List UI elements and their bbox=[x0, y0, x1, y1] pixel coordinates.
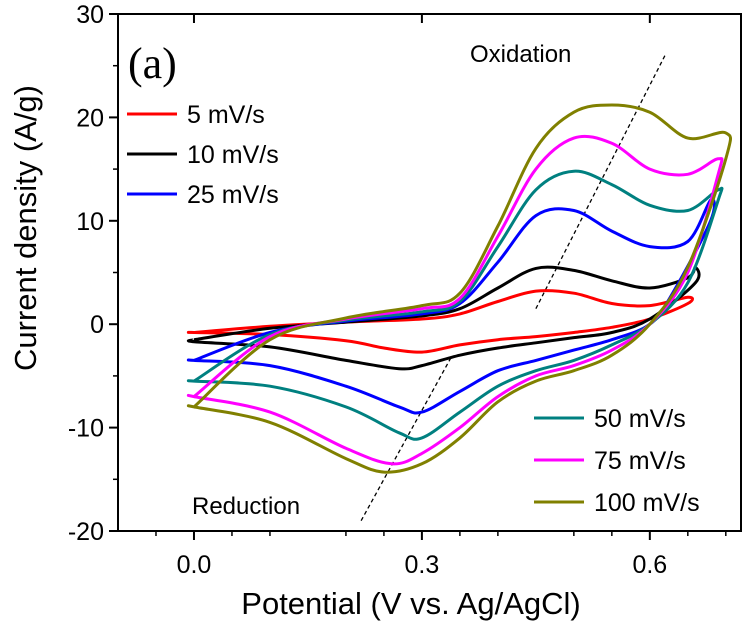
legend-label: 100 mV/s bbox=[594, 489, 700, 517]
x-tick-label: 0.3 bbox=[405, 551, 440, 579]
y-tick-label: 30 bbox=[76, 1, 104, 29]
cv-curve-3 bbox=[186, 169, 724, 441]
y-tick-label: 20 bbox=[76, 104, 104, 132]
oxidation-annotation: Oxidation bbox=[470, 41, 571, 68]
oxidation-guide bbox=[535, 55, 666, 309]
legend-label: 25 mV/s bbox=[187, 181, 279, 209]
legend-bottom: 50 mV/s 75 mV/s 100 mV/s bbox=[534, 405, 700, 517]
legend-label: 75 mV/s bbox=[594, 447, 686, 475]
y-axis-title: Current density (A/g) bbox=[8, 85, 43, 371]
cv-curve-1 bbox=[186, 265, 701, 371]
x-tick-label: 0.6 bbox=[632, 551, 667, 579]
legend-label: 10 mV/s bbox=[187, 141, 279, 169]
reduction-annotation: Reduction bbox=[192, 493, 300, 520]
legend-top: 5 mV/s 10 mV/s 25 mV/s bbox=[127, 101, 279, 209]
legend-label: 50 mV/s bbox=[594, 405, 686, 433]
y-tick-label: -20 bbox=[68, 518, 104, 546]
cv-curve-5 bbox=[186, 103, 733, 474]
axis-ticks: 0.0 0.3 0.6 -20 -10 0 10 20 30 bbox=[68, 1, 727, 579]
cv-curve-0 bbox=[186, 289, 695, 354]
y-tick-label: -10 bbox=[68, 415, 104, 443]
x-axis-title: Potential (V vs. Ag/AgCl) bbox=[241, 586, 580, 621]
y-tick-label: 0 bbox=[90, 311, 104, 339]
y-tick-label: 10 bbox=[76, 208, 104, 236]
legend-label: 5 mV/s bbox=[187, 101, 265, 129]
panel-label: (a) bbox=[128, 39, 177, 88]
cv-curves bbox=[186, 103, 733, 474]
x-tick-label: 0.0 bbox=[177, 551, 212, 579]
